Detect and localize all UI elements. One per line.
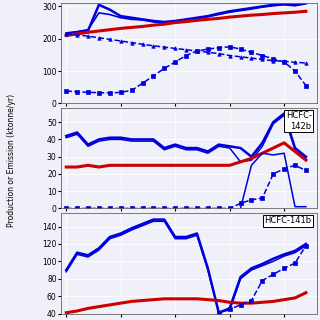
Text: HCFC-141b: HCFC-141b bbox=[265, 216, 312, 226]
Text: HCFC-
142b: HCFC- 142b bbox=[286, 111, 312, 131]
Text: Production or Emission (ktonne/yr): Production or Emission (ktonne/yr) bbox=[7, 93, 16, 227]
